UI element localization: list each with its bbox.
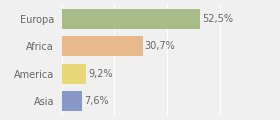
Bar bbox=[62, 64, 86, 84]
Bar bbox=[62, 9, 200, 29]
Text: 7,6%: 7,6% bbox=[84, 96, 108, 106]
Text: 30,7%: 30,7% bbox=[145, 41, 176, 51]
Text: 52,5%: 52,5% bbox=[202, 14, 233, 24]
Bar bbox=[62, 36, 143, 56]
Text: 9,2%: 9,2% bbox=[88, 69, 113, 79]
Bar bbox=[62, 91, 82, 111]
